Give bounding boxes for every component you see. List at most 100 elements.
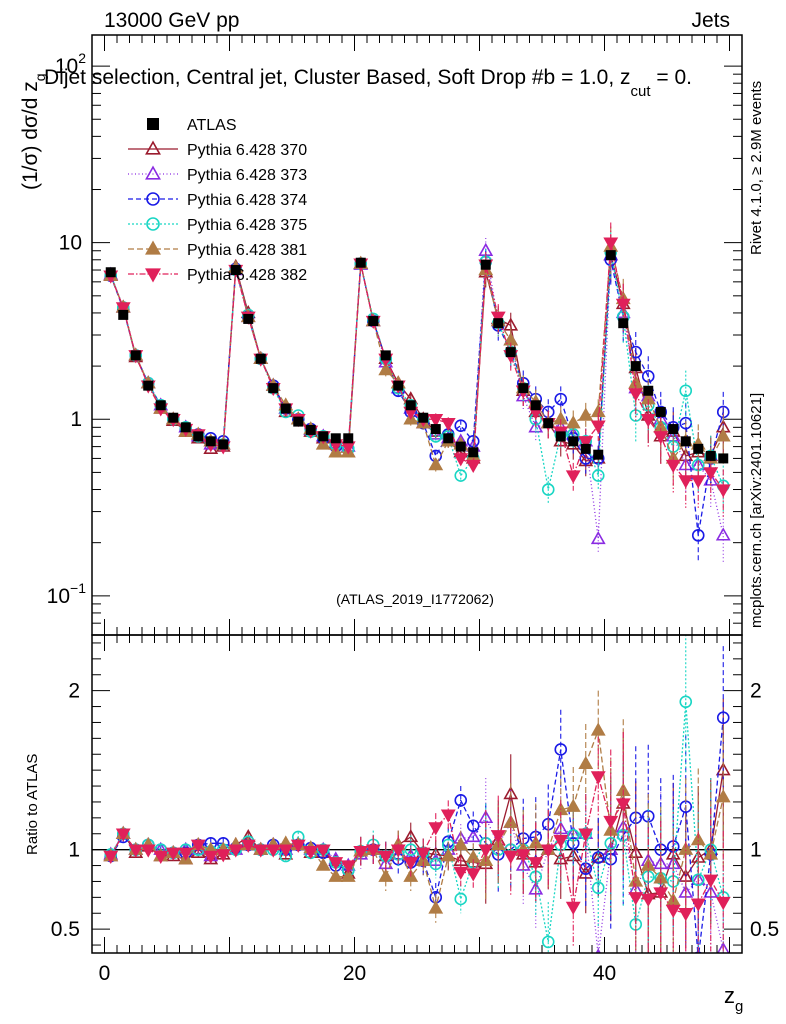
ratio-data-point (515, 849, 531, 863)
main-y-tick-label: 1 (70, 408, 82, 431)
data-point (468, 447, 479, 458)
data-point (490, 311, 506, 325)
ratio-y-tick-label: 2 (68, 680, 80, 703)
data-point (541, 483, 555, 496)
ratio-data-point (328, 857, 344, 871)
ratio-data-point (565, 901, 581, 915)
x-axis-label-text: z (724, 983, 735, 1008)
ratio-data-point (678, 908, 694, 922)
ratio-data-point (503, 850, 519, 864)
legend: ATLAS Pythia 6.428 370 Pythia 6.428 373 Pyt… (128, 117, 307, 284)
ratio-data-point (215, 849, 231, 863)
legend-item: Pythia 6.428 373 (128, 165, 307, 184)
data-point (653, 431, 669, 445)
ratio-data-point (178, 847, 194, 861)
ratio-data-point (115, 828, 131, 842)
ratio-data-point (653, 887, 669, 901)
legend-marker (145, 165, 161, 180)
ratio-y-tick-label-right: 1 (750, 839, 762, 862)
ratio-series-group (103, 635, 731, 953)
ratio-panel-ticks: 0.5 0.51 12 20 20 40 (51, 635, 779, 985)
data-point (629, 345, 643, 359)
main-y-tick-exp: 2 (78, 50, 86, 66)
data-point (703, 467, 719, 481)
main-panel-series (103, 222, 731, 563)
ratio-data-point (478, 844, 494, 858)
ratio-data-point (465, 828, 481, 843)
ratio-data-point (203, 850, 219, 864)
main-y-tick-base: 10 (55, 55, 78, 78)
data-point (543, 418, 554, 429)
x-tick-label: 20 (343, 962, 366, 985)
ratio-data-point (378, 868, 394, 882)
ratio-data-point (465, 868, 481, 882)
ratio-data-point (604, 836, 618, 850)
legend-marker (145, 240, 161, 255)
legend-marker (145, 268, 161, 283)
series-line-p374 (110, 259, 724, 536)
legend-label: Pythia 6.428 381 (187, 242, 307, 259)
mcplots-watermark: mcplots.cern.ch [arXiv:2401.10621] (748, 393, 765, 628)
ratio-data-point (453, 866, 469, 880)
ratio-data-point (490, 830, 506, 844)
x-tick-label: 40 (593, 962, 616, 985)
x-axis-label: zg (724, 983, 743, 1015)
data-point (343, 433, 354, 444)
data-point (453, 453, 469, 467)
data-point (130, 350, 141, 361)
data-point (430, 424, 441, 435)
main-y-tick-base: 1 (70, 408, 82, 431)
data-point (330, 433, 341, 444)
main-y-axis-label-sub: g (32, 73, 48, 81)
data-point (155, 400, 166, 411)
data-point (440, 417, 456, 432)
data-point (705, 450, 716, 461)
data-point (115, 302, 131, 316)
ratio-data-point (679, 695, 693, 709)
data-point (428, 414, 444, 428)
data-point (518, 383, 529, 394)
legend-item: Pythia 6.428 375 (128, 217, 307, 234)
data-point (205, 436, 216, 447)
ratio-data-point (503, 786, 519, 800)
data-point (630, 361, 641, 372)
ratio-data-point (303, 846, 319, 860)
data-point (715, 484, 731, 498)
legend-marker (146, 217, 160, 231)
ratio-data-point (591, 881, 605, 895)
data-point (715, 428, 731, 442)
data-point (355, 257, 366, 268)
legend-item: Pythia 6.428 370 (128, 140, 307, 159)
data-point (691, 529, 705, 542)
main-y-axis-label: (1/σ) dσ/d zg (19, 73, 48, 190)
data-point (605, 250, 616, 261)
ratio-data-point (415, 847, 431, 861)
data-point (454, 469, 468, 482)
data-point (280, 403, 291, 414)
series-line-p373 (110, 250, 724, 540)
data-point (578, 407, 594, 421)
data-point (455, 441, 466, 452)
ratio-y-tick-label-right: 2 (750, 680, 762, 703)
ratio-data-point (278, 844, 294, 858)
ratio-data-point (315, 857, 331, 871)
data-point (580, 443, 591, 454)
main-y-tick-exp: −1 (70, 580, 86, 596)
selection-title-main: Dijet selection, Central jet, Cluster Ba… (44, 66, 631, 89)
selection-title-sub: cut (631, 83, 652, 100)
ratio-series-line-p370 (110, 770, 724, 895)
ratio-data-point (553, 834, 569, 849)
ratio-data-point (365, 844, 381, 858)
data-point (679, 384, 693, 398)
ratio-data-point (403, 857, 419, 871)
data-point (715, 527, 731, 541)
ratio-data-point (328, 868, 344, 882)
series-line-p382 (110, 242, 724, 490)
data-point (393, 380, 404, 391)
data-point (465, 459, 481, 474)
ratio-data-point (703, 874, 719, 888)
ratio-data-point (440, 809, 456, 823)
legend-marker (146, 192, 160, 206)
ratio-data-point (578, 828, 594, 842)
